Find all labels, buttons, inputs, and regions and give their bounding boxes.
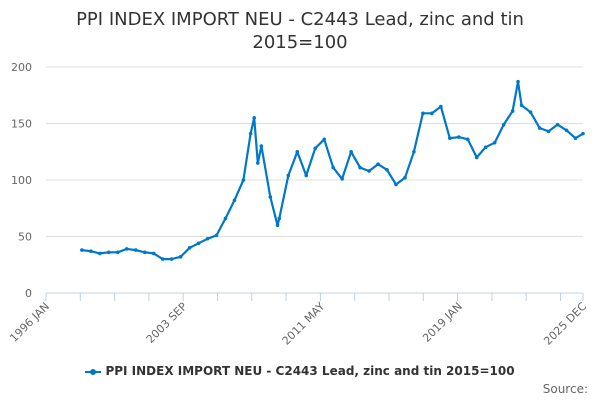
data-point	[564, 128, 569, 133]
data-point	[421, 111, 425, 116]
data-point	[252, 116, 256, 120]
legend-line-marker-icon	[85, 368, 102, 375]
data-point	[115, 250, 120, 255]
legend-label: PPI INDEX IMPORT NEU - C2443 Lead, zinc …	[105, 364, 515, 378]
y-tick-label: 150	[11, 118, 32, 131]
source-label: Source:	[542, 382, 588, 396]
data-point	[205, 236, 210, 241]
y-tick-label: 100	[11, 174, 32, 187]
data-point	[448, 136, 452, 140]
data-point	[89, 249, 93, 253]
data-point	[151, 251, 156, 256]
data-point	[528, 110, 533, 114]
data-point	[268, 195, 273, 199]
legend-item[interactable]: PPI INDEX IMPORT NEU - C2443 Lead, zinc …	[0, 364, 600, 378]
data-point	[304, 173, 309, 178]
data-point	[581, 131, 585, 136]
data-point	[394, 182, 398, 187]
x-tick-label: 1996 JAN	[7, 300, 52, 345]
data-point	[376, 162, 380, 166]
data-point	[439, 104, 443, 109]
data-point	[214, 233, 219, 238]
data-point	[124, 247, 129, 251]
chart-title: PPI INDEX IMPORT NEU - C2443 Lead, zinc …	[0, 8, 600, 54]
data-point	[286, 173, 291, 178]
data-point	[385, 168, 389, 172]
data-point	[187, 246, 192, 250]
data-point	[510, 109, 515, 113]
data-point	[80, 248, 84, 252]
data-point	[537, 126, 542, 130]
data-point	[295, 149, 300, 154]
data-point	[340, 177, 344, 181]
data-point	[519, 103, 524, 108]
data-point	[133, 248, 138, 252]
data-point	[259, 144, 264, 148]
x-tick-label: 2025 DEC	[541, 300, 589, 348]
data-point	[169, 257, 174, 261]
x-tick-label: 2011 MAY	[280, 300, 328, 348]
data-point	[555, 122, 560, 127]
data-point	[474, 155, 479, 160]
data-point	[160, 257, 165, 261]
data-point	[358, 165, 362, 170]
data-point	[142, 250, 147, 255]
chart-title-line2: 2015=100	[252, 32, 348, 53]
data-point	[430, 111, 434, 116]
data-point	[349, 149, 353, 154]
y-tick-label: 0	[25, 287, 32, 300]
data-point	[178, 255, 183, 259]
data-point	[107, 250, 111, 255]
data-point	[331, 165, 335, 170]
data-point	[412, 149, 416, 154]
data-point	[322, 137, 326, 142]
x-tick-label: 2003 SEP	[144, 300, 190, 346]
data-point	[546, 129, 551, 134]
data-point	[255, 161, 260, 165]
data-point	[516, 79, 520, 84]
y-tick-label: 50	[18, 231, 32, 244]
data-point	[573, 136, 578, 140]
chart-title-line1: PPI INDEX IMPORT NEU - C2443 Lead, zinc …	[76, 9, 524, 30]
data-point	[277, 216, 282, 221]
data-point	[501, 122, 506, 127]
data-point	[313, 146, 318, 151]
data-point	[241, 178, 246, 182]
series-line	[81, 80, 584, 261]
data-point	[223, 216, 228, 221]
data-point	[248, 131, 253, 136]
y-tick-label: 200	[11, 61, 32, 74]
data-point	[367, 169, 371, 173]
x-tick-label: 2019 JAN	[420, 300, 465, 345]
data-point	[465, 137, 470, 142]
data-point	[457, 135, 461, 139]
data-point	[98, 251, 102, 256]
data-point	[403, 175, 407, 180]
data-point	[492, 140, 497, 145]
data-point	[483, 145, 488, 150]
data-point	[196, 241, 201, 246]
data-point	[275, 223, 280, 227]
data-point	[232, 198, 237, 203]
